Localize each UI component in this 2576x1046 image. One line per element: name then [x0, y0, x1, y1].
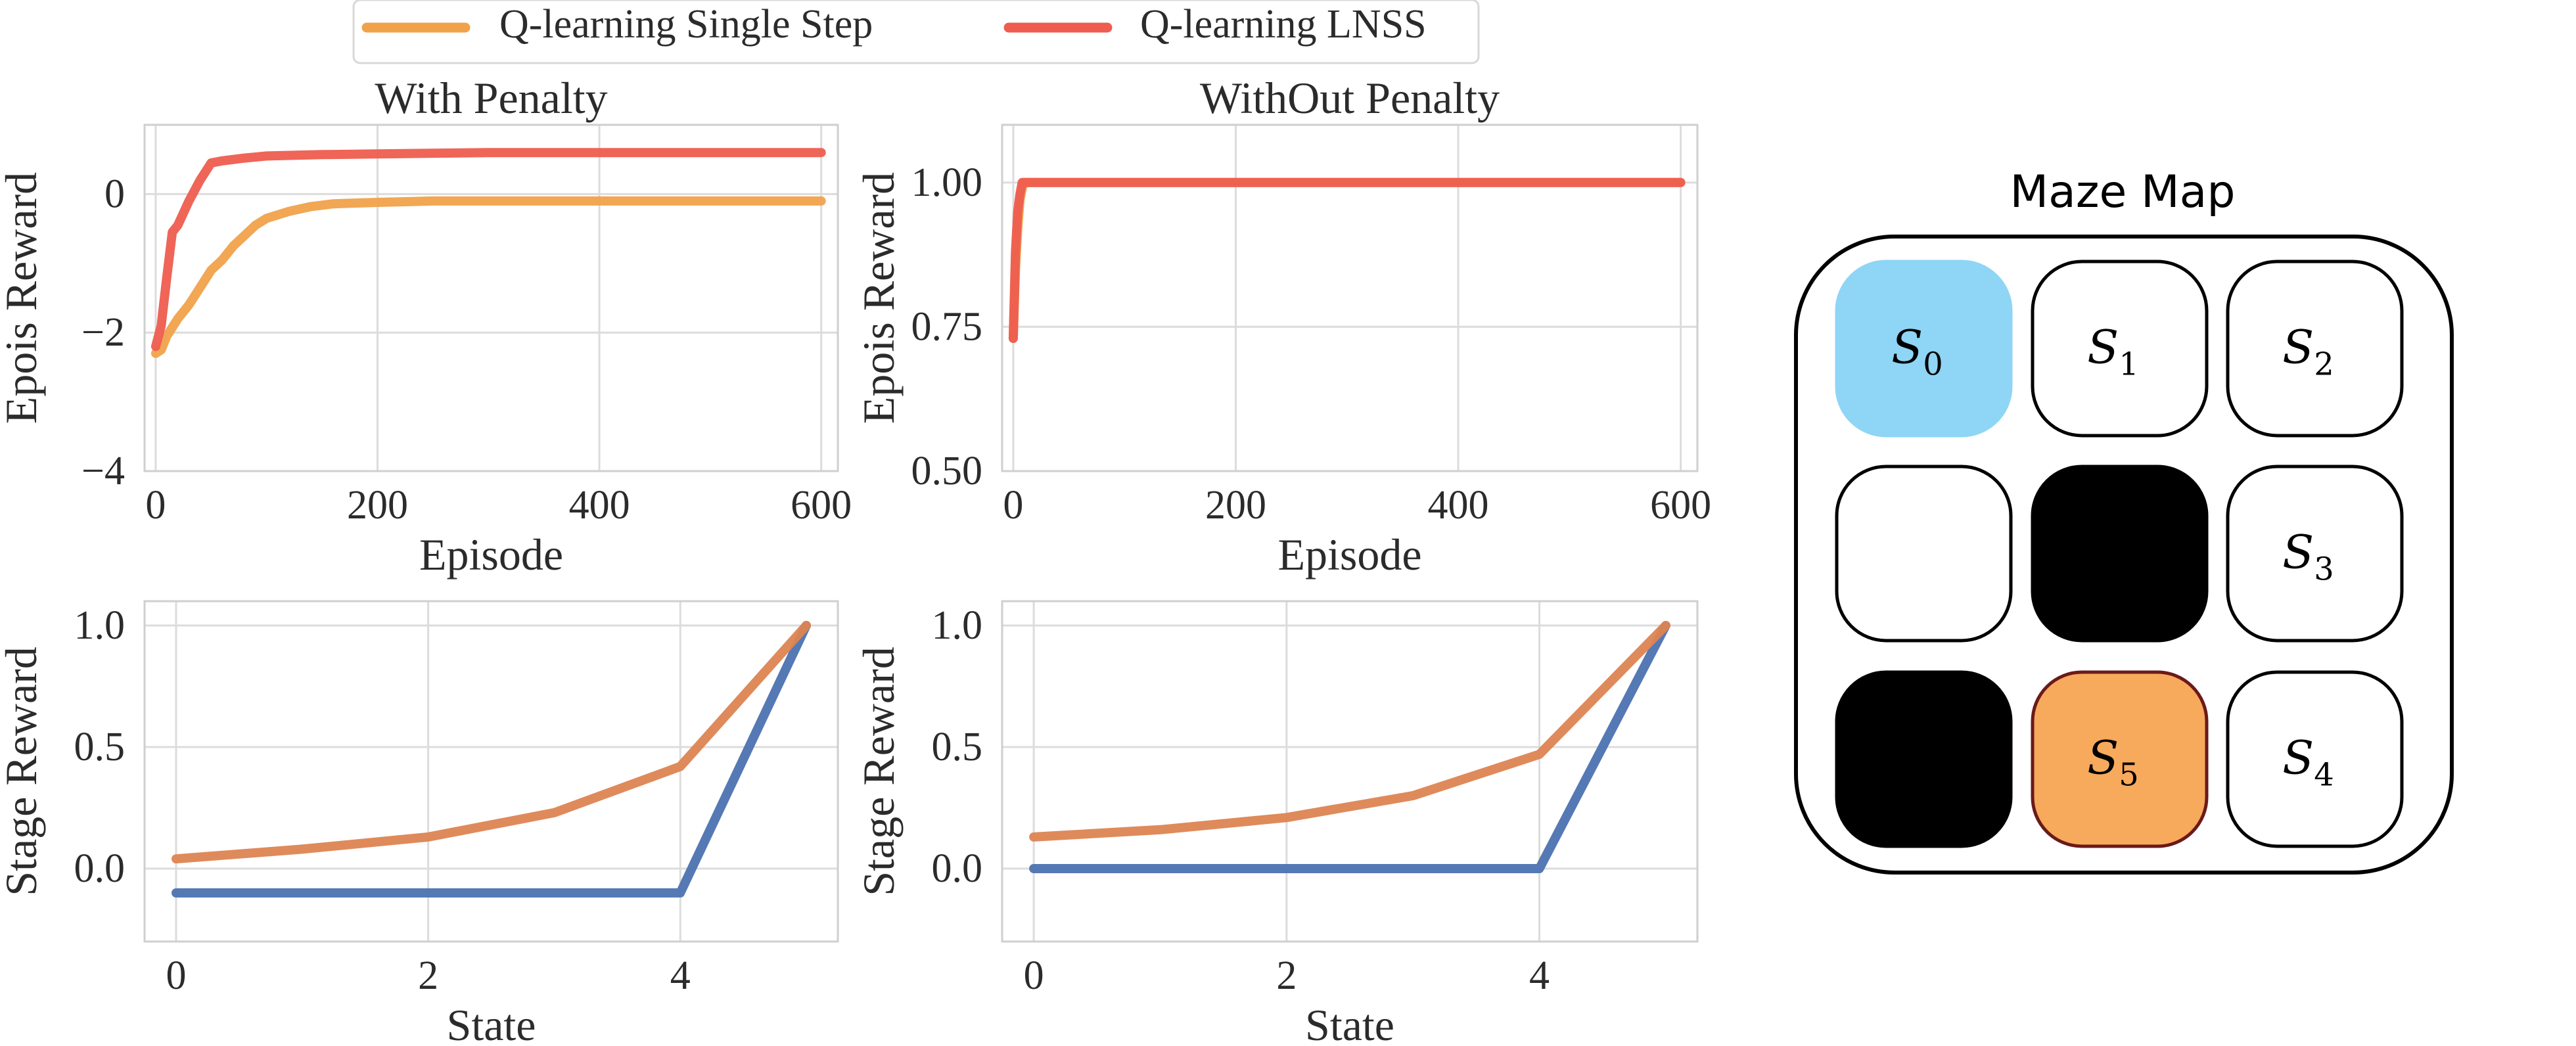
y-axis-label: Epois Reward — [854, 172, 904, 424]
chart-title: With Penalty — [375, 73, 607, 123]
series-line-1 — [1008, 177, 1686, 343]
legend: Q-learning Single Step Q-learning LNSS — [352, 0, 1480, 64]
legend-label-lnss: Q-learning LNSS — [1140, 2, 1427, 47]
plot-frame — [1001, 124, 1699, 472]
x-tick-label: 200 — [347, 483, 408, 528]
maze-cell-subscript: 1 — [2119, 346, 2139, 383]
maze-cell-subscript: 5 — [2119, 757, 2139, 794]
maze-cell-open — [2226, 670, 2404, 848]
y-tick-label: −4 — [81, 449, 125, 493]
plot-frame — [1001, 600, 1699, 943]
x-tick-label: 0 — [1003, 483, 1023, 528]
y-tick-label: 0.5 — [74, 725, 126, 769]
y-tick-label: 1.00 — [911, 160, 983, 205]
maze-cell-subscript: 3 — [2314, 551, 2334, 588]
maze-cell-goal — [2031, 670, 2209, 848]
legend-label-single-step: Q-learning Single Step — [499, 2, 873, 47]
x-tick-label: 600 — [1650, 483, 1711, 528]
plot-frame — [143, 600, 839, 943]
x-tick-label: 400 — [569, 483, 630, 528]
series-line-1 — [150, 196, 826, 358]
legend-frame — [352, 0, 1480, 64]
series-line-2 — [172, 621, 811, 864]
y-tick-label: 0.0 — [74, 846, 126, 891]
maze-cell-open — [2226, 260, 2404, 438]
chart-stage-reward-left: 0 2 4 0.0 0.5 1.0 State Stage Reward — [0, 600, 839, 1046]
x-tick-label: 0 — [145, 483, 166, 528]
x-tick-label: 0 — [1024, 953, 1044, 998]
y-axis-label: Stage Reward — [0, 647, 46, 896]
y-tick-label: 0.0 — [932, 846, 983, 891]
x-axis-label: Episode — [1277, 530, 1421, 580]
maze-cell-open — [1835, 465, 2013, 643]
series-line-2 — [1029, 621, 1670, 842]
chart-without-penalty: 0 200 400 600 0.50 0.75 1.00 Episode Epois Rewar… — [854, 73, 1711, 580]
maze-cell-wall — [2031, 465, 2209, 643]
x-tick-label: 600 — [791, 483, 852, 528]
x-tick-label: 4 — [1529, 953, 1550, 998]
y-tick-label: 1.0 — [74, 603, 126, 648]
x-tick-label: 200 — [1205, 483, 1266, 528]
series-line-1 — [1029, 621, 1670, 873]
maze-cell-open — [2031, 260, 2209, 438]
y-tick-label: 0.50 — [911, 449, 983, 493]
maze-cell-label: S5 — [2087, 731, 2139, 794]
series-line-2 — [150, 148, 826, 352]
y-tick-label: −2 — [81, 310, 125, 355]
maze-cell-wall — [1835, 670, 2013, 848]
chart-with-penalty: 0 200 400 600 −4 −2 0 Episode Epois Reward With P… — [0, 73, 852, 580]
y-tick-label: 0 — [104, 171, 125, 216]
x-tick-label: 0 — [166, 953, 186, 998]
chart-stage-reward-right: 0 2 4 0.0 0.5 1.0 State Stage Reward — [854, 600, 1699, 1046]
series-line-1 — [172, 621, 811, 898]
x-tick-label: 2 — [418, 953, 438, 998]
plot-frame — [143, 124, 839, 472]
chart-title: WithOut Penalty — [1200, 73, 1500, 123]
y-tick-label: 0.75 — [911, 304, 983, 349]
x-tick-label: 2 — [1276, 953, 1297, 998]
x-tick-label: 400 — [1428, 483, 1489, 528]
y-tick-label: 1.0 — [932, 603, 983, 648]
maze-cell-subscript: 0 — [1923, 346, 1943, 383]
maze-title: Maze Map — [2010, 166, 2236, 218]
x-axis-label: Episode — [419, 530, 563, 580]
y-axis-label: Stage Reward — [854, 647, 904, 896]
maze-cell-open — [2226, 465, 2404, 643]
x-tick-label: 4 — [670, 953, 691, 998]
y-axis-label: Epois Reward — [0, 172, 46, 424]
series-line-2 — [1008, 177, 1686, 343]
x-axis-label: State — [447, 1000, 536, 1046]
y-tick-label: 0.5 — [932, 725, 983, 769]
x-axis-label: State — [1305, 1000, 1394, 1046]
maze-cell-subscript: 2 — [2314, 346, 2334, 383]
maze-cell-subscript: 4 — [2314, 757, 2334, 794]
maze-cell-start — [1835, 260, 2013, 438]
